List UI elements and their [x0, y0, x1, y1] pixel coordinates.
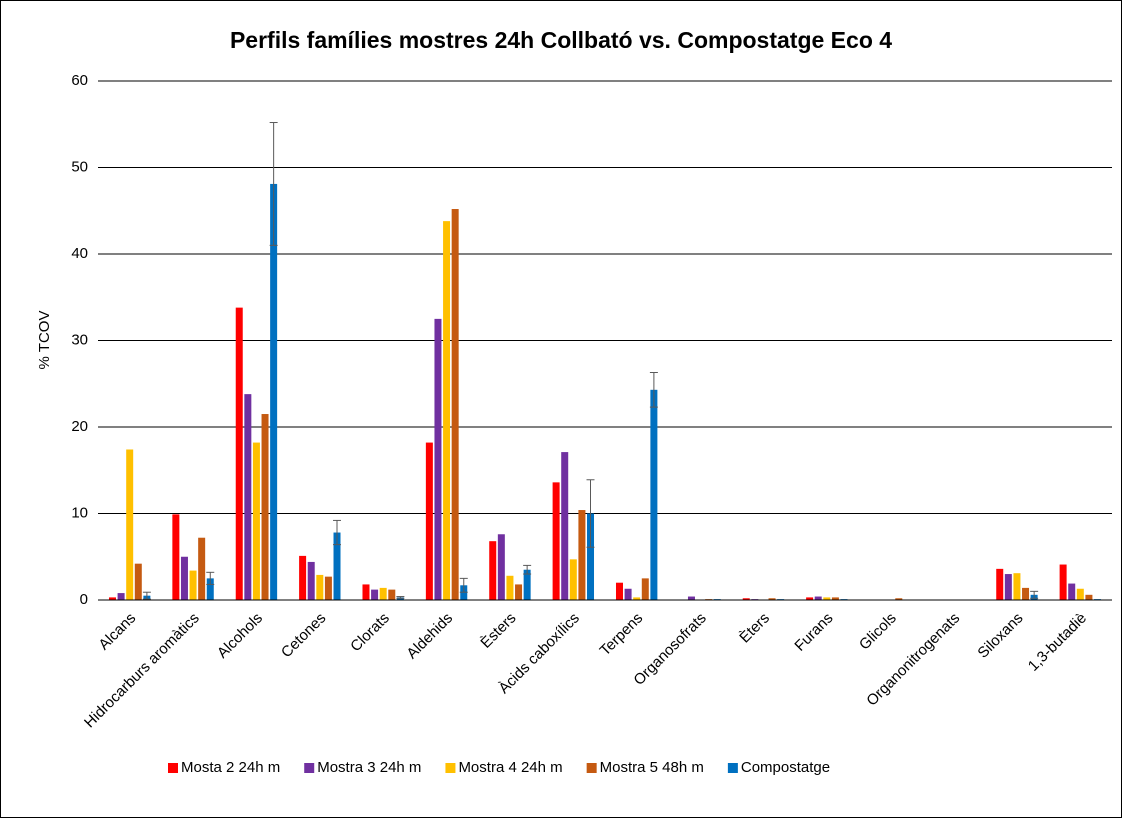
- bar: [126, 449, 134, 600]
- bar: [299, 555, 307, 600]
- bar: [198, 537, 206, 600]
- bar: [333, 532, 341, 600]
- bar: [615, 582, 623, 600]
- legend-swatch: [168, 763, 178, 773]
- bar: [506, 575, 514, 600]
- bar: [235, 307, 243, 600]
- bar: [307, 561, 315, 600]
- bar: [806, 597, 814, 600]
- y-axis-label: % TCOV: [36, 311, 53, 370]
- bar: [578, 510, 586, 600]
- bar: [650, 389, 658, 600]
- y-tick-label: 0: [80, 591, 88, 608]
- bar: [316, 574, 324, 600]
- legend-swatch: [445, 763, 456, 773]
- legend-label: Mostra 3 24h m: [317, 759, 421, 776]
- bar: [587, 513, 595, 600]
- bar: [172, 514, 180, 600]
- error-bar: [586, 479, 595, 548]
- bar: [270, 183, 278, 600]
- bar: [996, 568, 1004, 600]
- bar: [895, 598, 903, 600]
- bar: [434, 318, 442, 600]
- y-tick-label: 60: [71, 72, 88, 89]
- error-bar: [523, 564, 532, 575]
- bar: [1068, 583, 1076, 600]
- error-bar: [206, 571, 215, 585]
- bar: [768, 598, 776, 600]
- error-bar: [459, 577, 468, 593]
- bar: [641, 578, 649, 600]
- bar: [569, 559, 577, 600]
- bar: [1013, 573, 1021, 600]
- bar: [523, 569, 531, 600]
- bar: [117, 593, 125, 600]
- bar: [388, 589, 396, 600]
- bar: [134, 563, 142, 600]
- bar: [451, 209, 459, 600]
- bar: [379, 587, 387, 600]
- bar: [362, 584, 370, 600]
- y-tick-label: 50: [71, 158, 88, 175]
- error-bar: [142, 591, 151, 600]
- bar: [497, 534, 505, 600]
- error-bar: [1030, 590, 1039, 599]
- y-tick-label: 20: [71, 418, 88, 435]
- bar: [425, 442, 433, 600]
- bar: [814, 596, 822, 600]
- chart-title: Perfils famílies mostres 24h Collbató vs…: [230, 27, 892, 53]
- bar: [515, 584, 523, 600]
- legend-swatch: [304, 763, 315, 773]
- error-bar: [396, 596, 405, 599]
- bar: [624, 588, 632, 600]
- bar: [180, 556, 188, 600]
- error-bar: [269, 122, 278, 246]
- legend-label: Mosta 2 24h m: [181, 759, 280, 776]
- bar: [831, 597, 839, 600]
- bar: [823, 597, 831, 600]
- bar: [1022, 587, 1030, 600]
- legend-swatch: [586, 763, 597, 773]
- bar: [261, 414, 269, 600]
- bar: [552, 482, 560, 600]
- bar: [443, 221, 451, 600]
- bar: [371, 589, 379, 600]
- y-tick-label: 40: [71, 245, 88, 262]
- y-tick-label: 30: [71, 331, 88, 348]
- bar: [1059, 564, 1067, 600]
- bar: [189, 570, 197, 600]
- bar: [108, 597, 116, 600]
- bar: [244, 394, 252, 600]
- error-bar: [649, 372, 658, 408]
- legend-label: Mostra 5 48h m: [600, 759, 704, 776]
- legend-label: Compostatge: [741, 759, 830, 776]
- bar: [206, 578, 214, 600]
- error-bar: [333, 519, 342, 546]
- bar: [252, 442, 260, 600]
- bar: [324, 576, 332, 600]
- bar: [742, 598, 750, 600]
- bar: [687, 596, 695, 600]
- bar: [1085, 594, 1093, 600]
- bar: [633, 597, 641, 600]
- bar: [1076, 588, 1084, 600]
- y-tick-label: 10: [71, 504, 88, 521]
- legend-swatch: [727, 763, 738, 773]
- legend-label: Mostra 4 24h m: [458, 759, 562, 776]
- bar: [1004, 574, 1012, 600]
- bar: [561, 452, 569, 600]
- bar: [489, 541, 497, 600]
